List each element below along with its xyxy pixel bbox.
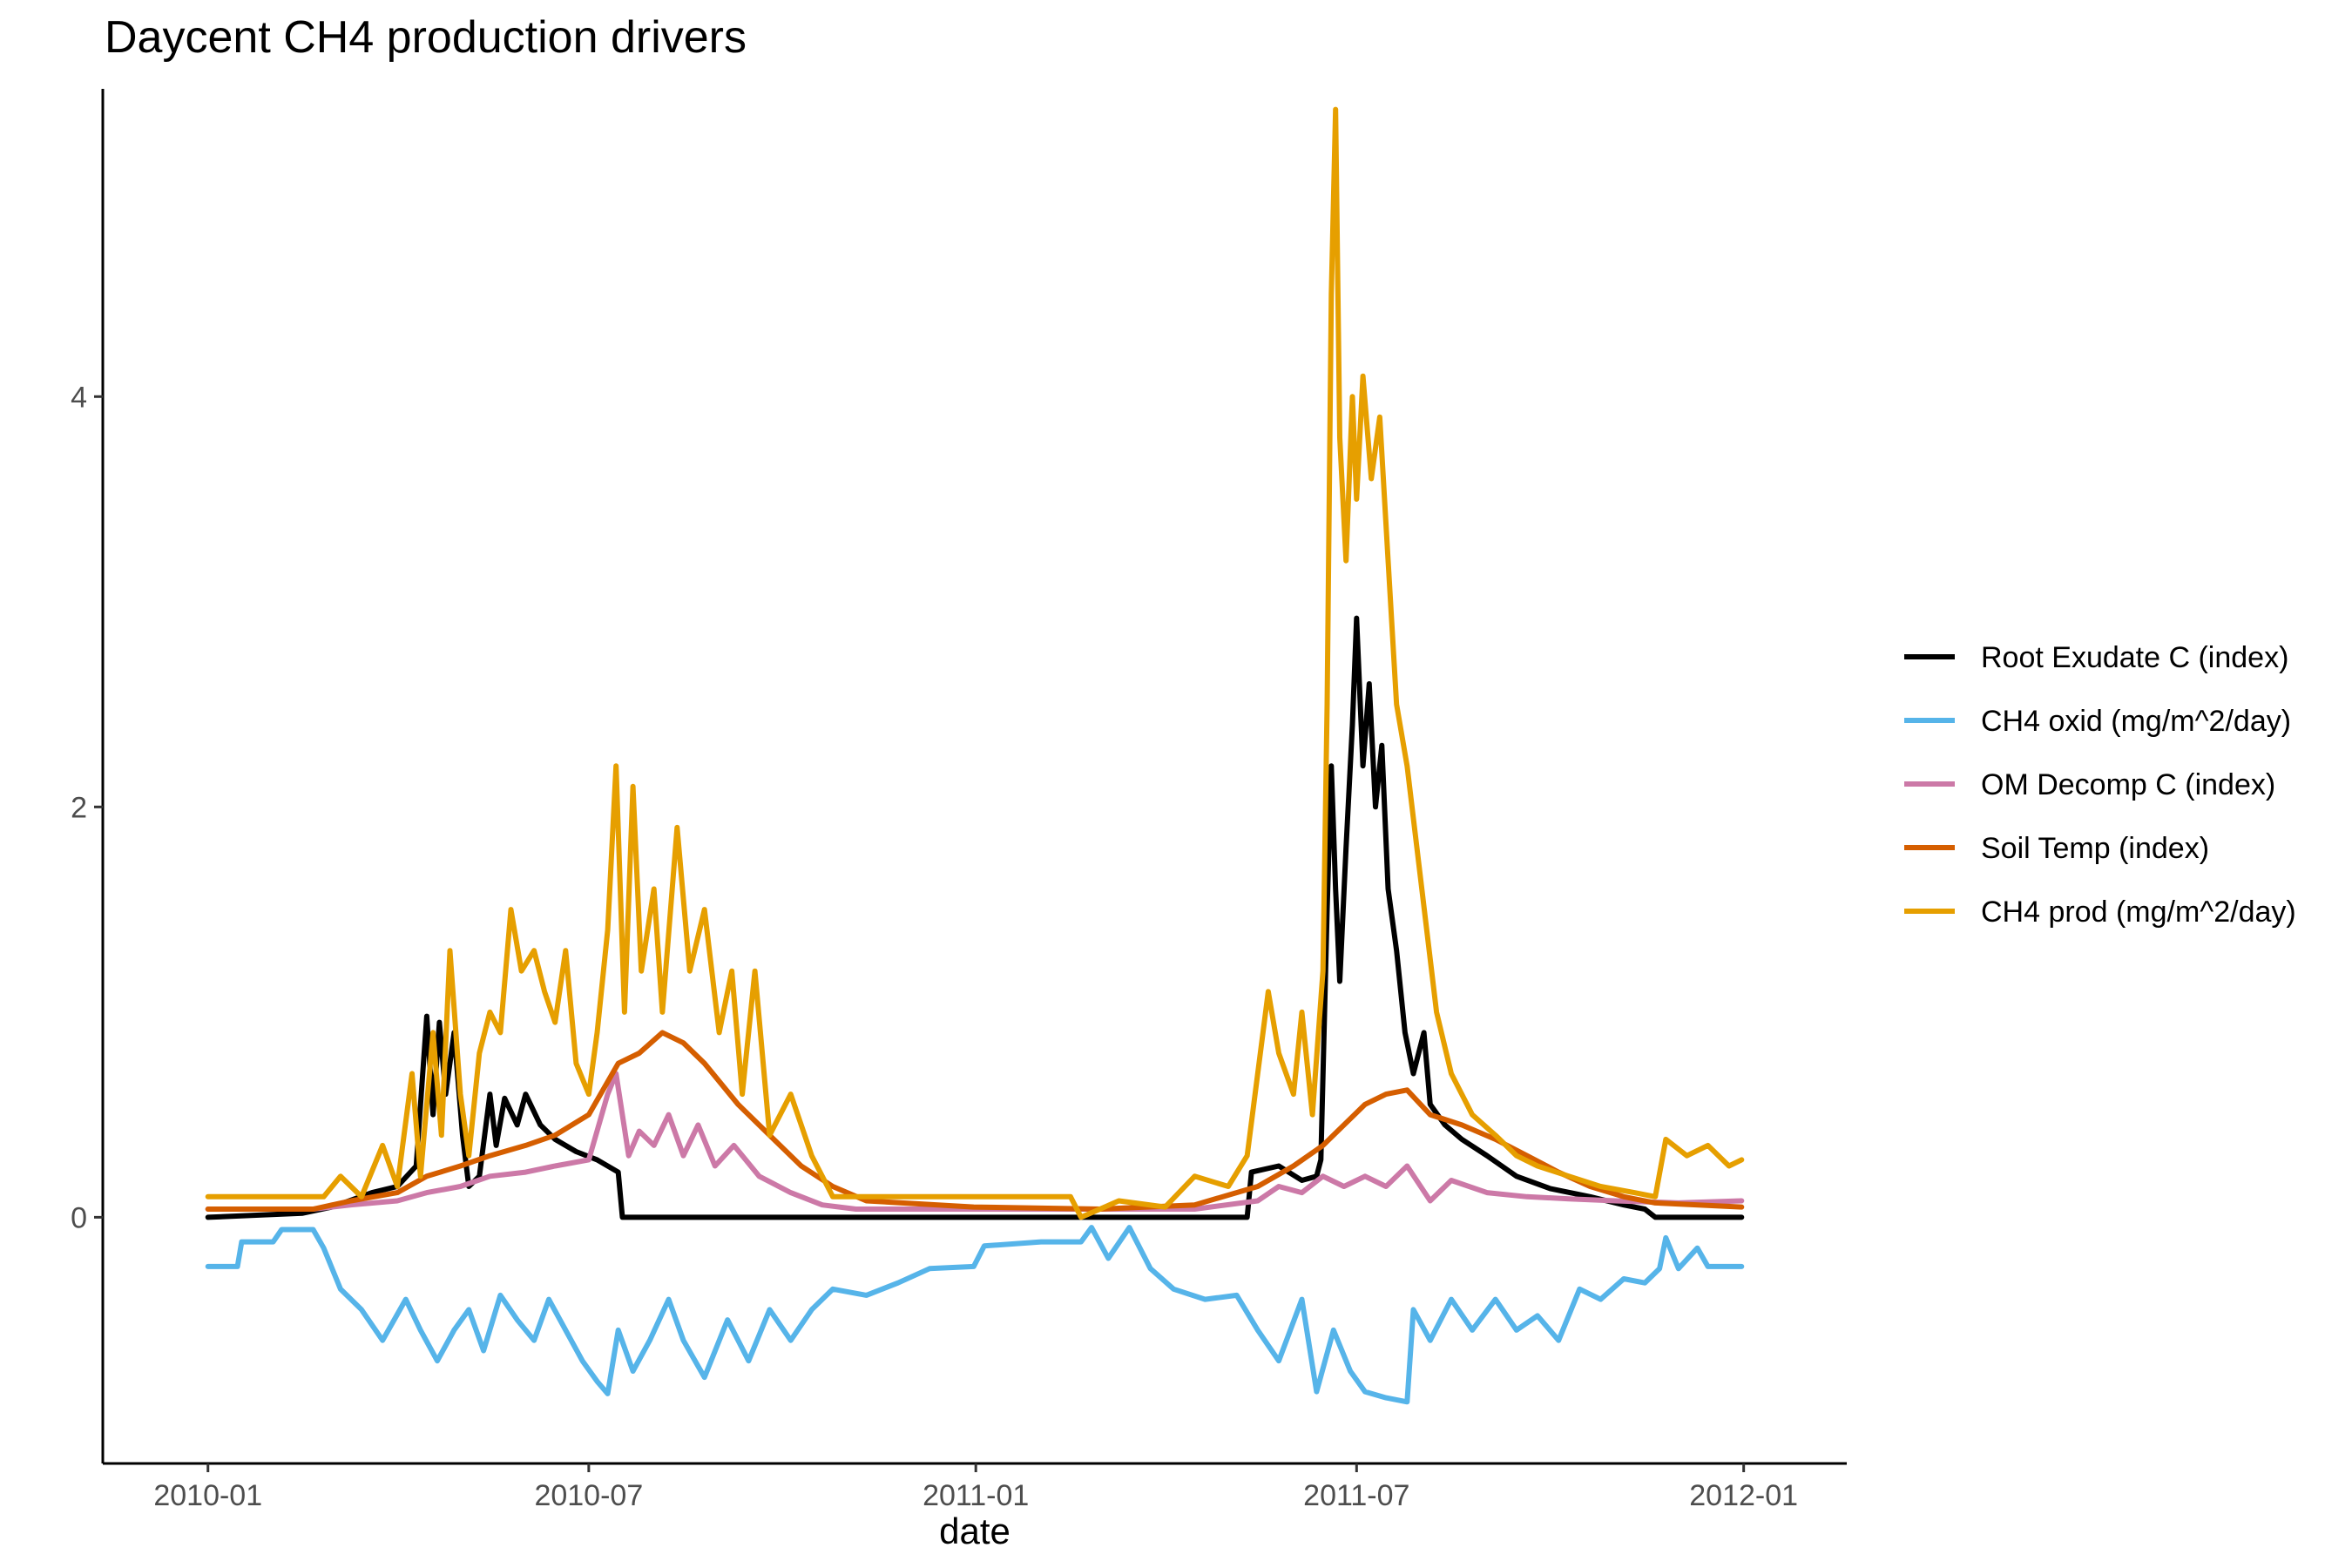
- legend-label-4: Soil Temp (index): [1981, 832, 2209, 865]
- x-tick-label: 2010-01: [153, 1479, 262, 1512]
- y-tick-label: 2: [71, 791, 87, 824]
- chart-title: Daycent CH4 production drivers: [105, 12, 747, 63]
- series-line-3: [205, 1071, 1745, 1212]
- legend-label-1: Root Exudate C (index): [1981, 641, 2288, 674]
- y-tick-label: 4: [71, 381, 87, 414]
- legend-label-5: CH4 prod (mg/m^2/day): [1981, 896, 2296, 929]
- series-line-1: [205, 615, 1745, 1220]
- x-tick-label: 2010-07: [534, 1479, 643, 1512]
- x-tick-label: 2011-07: [1303, 1479, 1409, 1512]
- x-axis-title: date: [939, 1511, 1010, 1551]
- legend-label-2: CH4 oxid (mg/m^2/day): [1981, 705, 2291, 738]
- x-axis-ticks: 2010-01 2010-07 2011-01 2011-07 2012-01: [153, 1463, 1798, 1512]
- legend-label-3: OM Decomp C (index): [1981, 768, 2275, 801]
- x-tick-label: 2012-01: [1689, 1479, 1798, 1512]
- series-line-5: [205, 106, 1745, 1220]
- y-axis-ticks: 0 2 4: [71, 381, 103, 1234]
- x-tick-label: 2011-01: [923, 1479, 1029, 1512]
- y-tick-label: 0: [71, 1201, 87, 1234]
- series-line-4: [205, 1030, 1745, 1212]
- plot-lines: [205, 106, 1745, 1405]
- series-line-2: [205, 1225, 1745, 1405]
- legend: Root Exudate C (index) CH4 oxid (mg/m^2/d…: [1904, 641, 2296, 929]
